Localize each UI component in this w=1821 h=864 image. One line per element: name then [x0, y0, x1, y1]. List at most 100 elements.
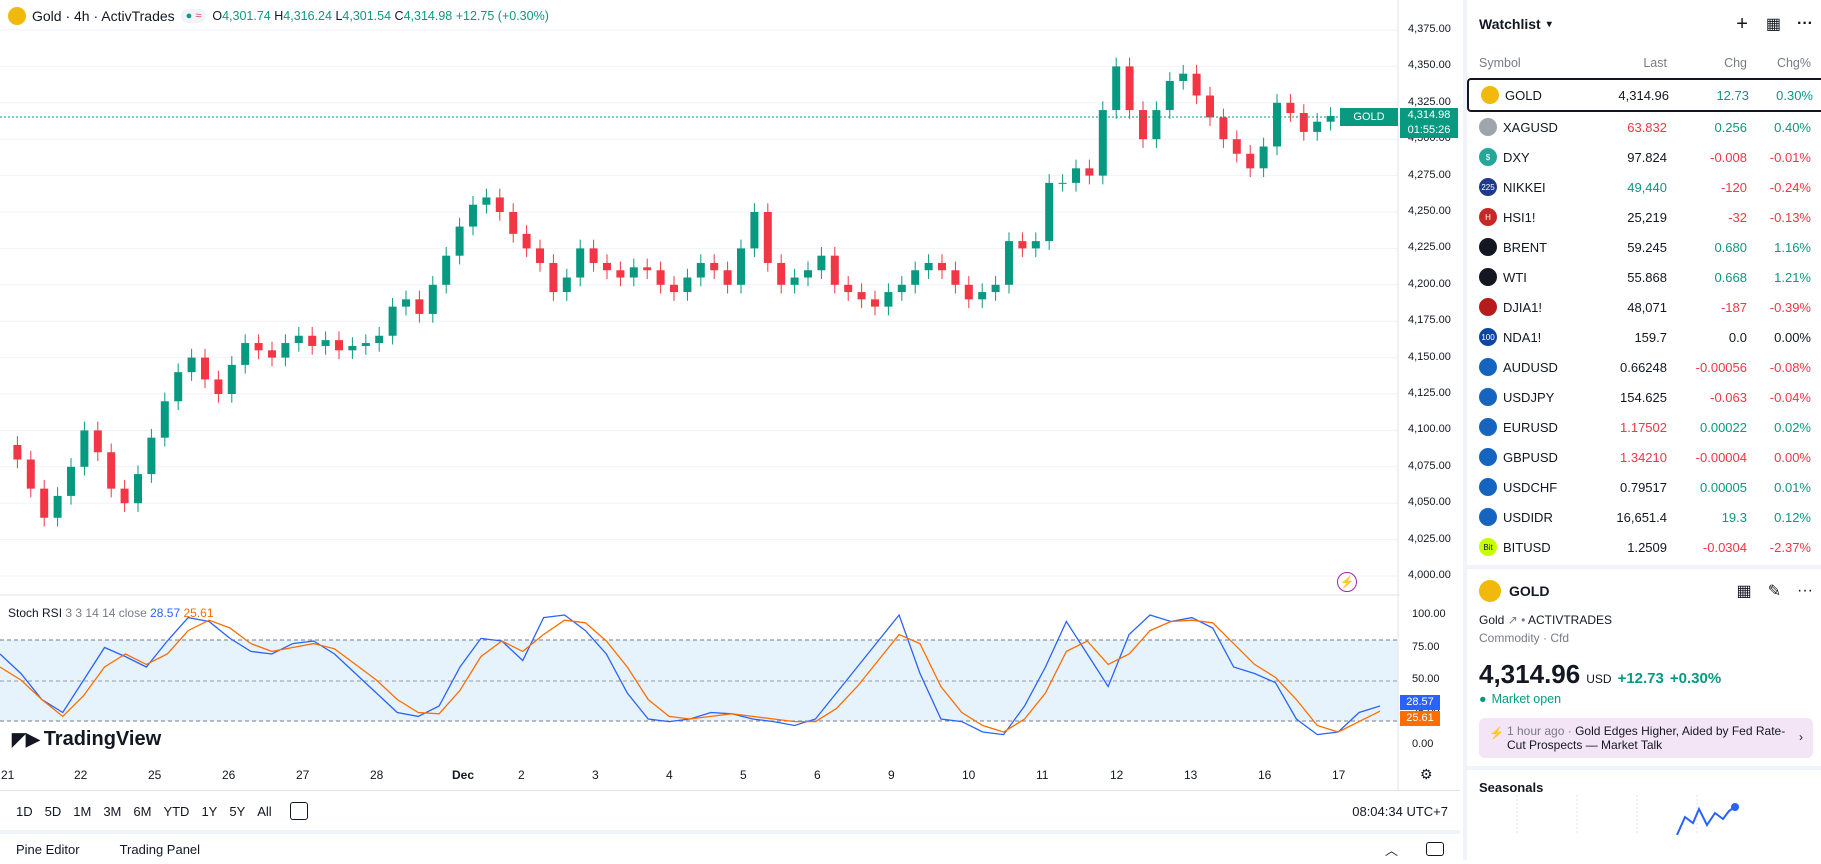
timeframe-1d[interactable]: 1D [16, 803, 33, 819]
change-pct: -0.04% [1769, 389, 1811, 405]
market-status: ● Market open [1479, 692, 1562, 706]
candle [308, 335, 317, 346]
details-exchange[interactable]: ACTIVTRADES [1527, 613, 1612, 627]
last-price: 0.66248 [1620, 359, 1667, 375]
watchlist-row[interactable]: XAGUSD 63.832 0.256 0.40% [1467, 112, 1821, 142]
candle [1005, 241, 1013, 285]
candle [1246, 153, 1255, 169]
bottom-toolbar: 1D 5D 1M 3M 6M YTD 1Y 5Y All 08:04:34 UTC+7 [0, 790, 1460, 831]
watchlist-row[interactable]: BRENT 59.245 0.680 1.16% [1467, 232, 1821, 262]
seasonals-title[interactable]: Seasonals [1467, 766, 1821, 795]
column-symbol[interactable]: Symbol [1479, 56, 1521, 70]
watchlist-columns: Symbol Last Chg Chg% [1467, 48, 1821, 78]
symbol-name: GBPUSD [1503, 449, 1558, 465]
price-axis-label: 4,050.00 [1408, 496, 1451, 509]
watchlist-row[interactable]: $ DXY 97.824 -0.008 -0.01% [1467, 142, 1821, 172]
watchlist-row[interactable]: Bit BITUSD 1.2509 -0.0304 -2.37% [1467, 532, 1821, 562]
timeframe-all[interactable]: All [257, 803, 272, 819]
watchlist-row[interactable]: EURUSD 1.17502 0.00022 0.02% [1467, 412, 1821, 442]
candle [1232, 139, 1241, 154]
symbol-icon [1479, 478, 1497, 496]
watchlist-row[interactable]: GOLD 4,314.96 12.73 0.30% [1467, 78, 1821, 112]
watchlist-row[interactable]: USDCHF 0.79517 0.00005 0.01% [1467, 472, 1821, 502]
watchlist-row[interactable]: 100 NDA1! 159.7 0.0 0.00% [1467, 322, 1821, 352]
symbol-icon: $ [1479, 148, 1497, 166]
maximize-panel-icon[interactable] [1426, 842, 1444, 856]
more-options-icon[interactable]: ··· [1797, 15, 1813, 32]
collapse-panel-icon[interactable]: ︿ [1384, 842, 1398, 858]
watchlist-row[interactable]: 225 NIKKEI 49,440 -120 -0.24% [1467, 172, 1821, 202]
candle [804, 270, 812, 278]
symbol-title[interactable]: Gold · 4h · ActivTrades [32, 8, 175, 24]
details-symbol[interactable]: GOLD [1509, 583, 1550, 599]
rsi-legend[interactable]: Stoch RSI 3 3 14 14 close 28.57 25.61 [8, 606, 214, 620]
news-item[interactable]: ⚡ 1 hour ago · Gold Edges Higher, Aided … [1479, 718, 1813, 758]
column-chg[interactable]: Chg [1724, 56, 1747, 70]
chart-legend: Gold · 4h · ActivTrades ● ≈ O4,301.74 H4… [8, 7, 549, 25]
watchlist-row[interactable]: GBPUSD 1.34210 -0.00004 0.00% [1467, 442, 1821, 472]
external-link-icon[interactable]: ↗ [1507, 613, 1518, 627]
watchlist-title[interactable]: Watchlist [1479, 16, 1541, 32]
tradingview-logo[interactable]: ◤▶ TradingView [12, 728, 161, 751]
timeframe-ytd[interactable]: YTD [163, 803, 190, 819]
layout-icon[interactable]: ▦ [1736, 583, 1752, 600]
watchlist-row[interactable]: DJIA1! 48,071 -187 -0.39% [1467, 292, 1821, 322]
time-axis-label: 25 [148, 768, 162, 782]
advanced-view-icon[interactable]: ▦ [1765, 16, 1782, 33]
candle [509, 212, 518, 234]
lightning-icon[interactable]: ⚡ [1337, 572, 1357, 592]
date-range-calendar-icon[interactable] [289, 802, 308, 820]
price-axis-label: 4,200.00 [1408, 277, 1451, 290]
candle [522, 233, 531, 249]
chevron-down-icon[interactable]: ▾ [1546, 18, 1552, 30]
last-price: 16,651.4 [1616, 509, 1667, 525]
symbol-icon: 100 [1479, 328, 1497, 346]
time-axis-label: 9 [888, 768, 895, 782]
edit-icon[interactable]: ✎ [1767, 583, 1782, 600]
timeframe-3m[interactable]: 3M [103, 803, 122, 819]
change: -0.063 [1710, 389, 1747, 405]
change: 0.256 [1714, 119, 1747, 135]
timeframe-6m[interactable]: 6M [133, 803, 152, 819]
symbol-icon [1479, 358, 1497, 376]
seasonals-chart[interactable] [1467, 795, 1821, 836]
column-last[interactable]: Last [1643, 56, 1667, 70]
add-symbol-icon[interactable]: + [1736, 12, 1748, 35]
candle [750, 212, 759, 249]
tab-pine-editor[interactable]: Pine Editor [16, 841, 80, 857]
timeframe-1y[interactable]: 1Y [201, 803, 218, 819]
details-price: 4,314.96 [1479, 659, 1581, 689]
details-name[interactable]: Gold [1479, 613, 1505, 627]
rsi-k-tag: 28.57 [1400, 695, 1440, 710]
time-axis-label: 22 [74, 768, 88, 782]
watchlist-row[interactable]: USDIDR 16,651.4 19.3 0.12% [1467, 502, 1821, 532]
last-price: 48,071 [1627, 299, 1667, 315]
tab-trading-panel[interactable]: Trading Panel [119, 841, 201, 857]
price-chart[interactable] [0, 0, 1400, 790]
details-change-pct: +0.30% [1669, 670, 1722, 687]
price-axis-label: 4,075.00 [1408, 459, 1451, 472]
timeframe-5d[interactable]: 5D [44, 803, 62, 819]
symbol-icon [1479, 298, 1497, 316]
column-chg-pct[interactable]: Chg% [1776, 56, 1811, 70]
watchlist-row[interactable]: WTI 55.868 0.668 1.21% [1467, 262, 1821, 292]
symbol-icon: Bit [1479, 538, 1497, 556]
clock[interactable]: 08:04:34 UTC+7 [1352, 803, 1448, 819]
watchlist-row[interactable]: USDJPY 154.625 -0.063 -0.04% [1467, 382, 1821, 412]
candle [978, 292, 987, 300]
candle [576, 248, 585, 278]
last-price: 63.832 [1627, 119, 1667, 135]
candle [1098, 110, 1107, 176]
rsi-d-value: 25.61 [183, 606, 214, 620]
candle [1058, 182, 1067, 184]
timeframe-5y[interactable]: 5Y [229, 803, 246, 819]
status-pill[interactable]: ● ≈ [180, 9, 207, 23]
chart-area[interactable]: Gold · 4h · ActivTrades ● ≈ O4,301.74 H4… [0, 0, 1458, 790]
watchlist-row[interactable]: AUDUSD 0.66248 -0.00056 -0.08% [1467, 352, 1821, 382]
chart-settings-icon[interactable]: ⚙ [1420, 766, 1433, 782]
symbol-name: EURUSD [1503, 419, 1558, 435]
symbol-name: BITUSD [1503, 539, 1551, 555]
more-options-icon[interactable]: ··· [1797, 582, 1813, 599]
timeframe-1m[interactable]: 1M [73, 803, 92, 819]
watchlist-row[interactable]: H HSI1! 25,219 -32 -0.13% [1467, 202, 1821, 232]
